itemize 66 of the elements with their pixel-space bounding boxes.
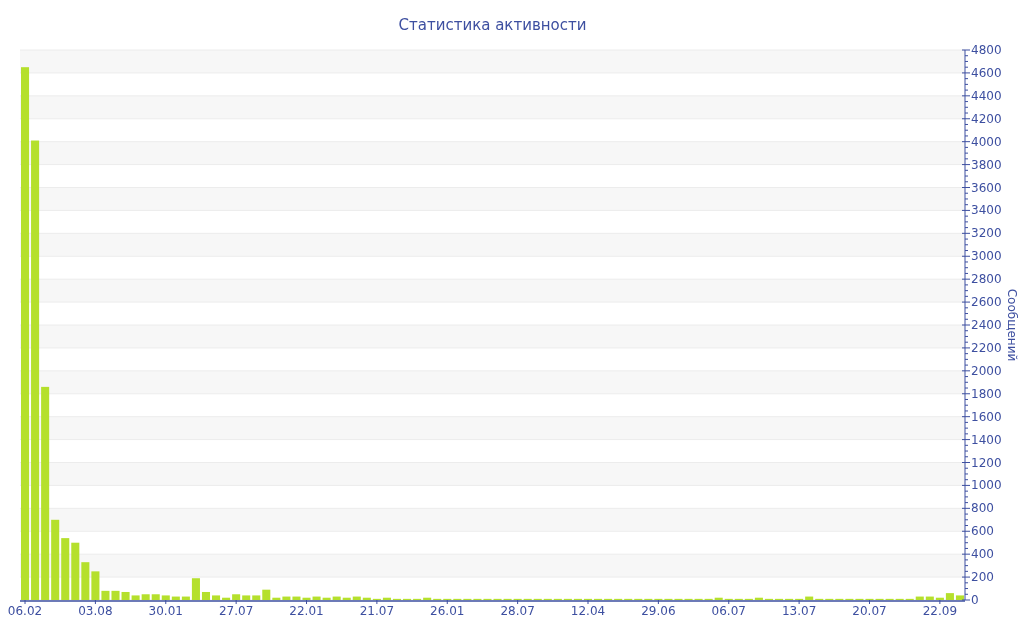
x-tick-label: 13.07 [781, 604, 817, 618]
y-tick-label: 800 [971, 501, 994, 516]
bar [111, 590, 120, 600]
x-tick-label: 12.04 [570, 604, 606, 618]
y-tick-label: 0 [971, 593, 979, 607]
bar [91, 571, 100, 600]
bar [212, 595, 221, 600]
y-tick-label: 4600 [971, 65, 1002, 80]
y-tick-label: 1400 [971, 432, 1002, 447]
bar [955, 595, 964, 600]
bar [945, 593, 954, 600]
y-tick-label: 2000 [971, 363, 1002, 378]
y-tick-label: 3000 [971, 249, 1002, 264]
x-tick-label: 22.01 [289, 604, 324, 618]
x-tick-label: 29.06 [641, 604, 676, 618]
x-tick-label: 26.01 [430, 604, 465, 618]
x-tick-label: 27.07 [218, 604, 254, 618]
bar [252, 595, 261, 600]
bar [71, 542, 80, 600]
bar [262, 589, 271, 600]
x-tick-label: 21.07 [359, 604, 395, 618]
y-tick-label: 3800 [971, 157, 1002, 172]
y-tick-label: 2800 [971, 272, 1002, 287]
bar [191, 578, 200, 600]
y-tick-label: 1000 [971, 478, 1002, 493]
bar [61, 538, 70, 600]
x-tick-label: 06.07 [711, 604, 746, 618]
bar [232, 594, 241, 600]
y-tick-label: 1800 [971, 386, 1002, 401]
x-tick-label: 03.08 [78, 604, 113, 618]
bar [31, 140, 40, 600]
y-tick-label: 400 [971, 547, 994, 562]
bar [161, 595, 170, 600]
bar [242, 595, 251, 600]
y-tick-label: 3400 [971, 203, 1002, 218]
chart-title: Статистика активности [398, 16, 587, 34]
bar [151, 594, 160, 600]
bar [41, 386, 50, 600]
y-tick-label: 1600 [971, 409, 1002, 424]
y-tick-label: 1200 [971, 455, 1002, 470]
bar [81, 562, 90, 600]
y-tick-label: 2200 [971, 340, 1002, 355]
y-tick-label: 200 [971, 570, 994, 585]
x-tick-label: 06.02 [7, 604, 43, 618]
bar [101, 590, 110, 600]
y-tick-label: 2400 [971, 318, 1002, 332]
x-tick-label: 30.01 [148, 604, 183, 618]
bar [51, 519, 60, 600]
x-tick-label: 22.09 [922, 604, 958, 618]
y-tick-label: 4000 [971, 134, 1002, 149]
bar [131, 595, 140, 600]
x-tick-label: 28.07 [500, 604, 535, 618]
bar [121, 591, 130, 600]
y-tick-label: 2600 [971, 295, 1002, 310]
bar [302, 597, 311, 600]
y-axis-title: Сообщений [1005, 288, 1019, 362]
x-tick-label: 20.07 [852, 604, 887, 618]
y-tick-label: 3600 [971, 180, 1002, 195]
bar [21, 67, 30, 600]
y-tick-label: 4800 [971, 43, 1002, 57]
bar [201, 591, 211, 600]
y-tick-label: 4400 [971, 88, 1002, 103]
y-tick-label: 4200 [971, 111, 1002, 126]
y-tick-label: 3200 [971, 226, 1002, 241]
y-tick-label: 600 [971, 524, 994, 539]
bar [141, 594, 150, 600]
